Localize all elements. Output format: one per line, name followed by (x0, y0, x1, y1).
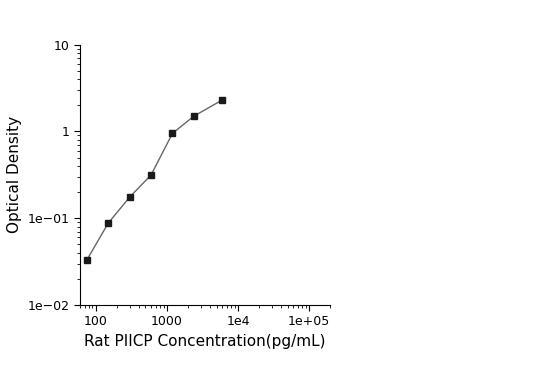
Y-axis label: Optical Density: Optical Density (7, 116, 22, 233)
X-axis label: Rat PIICP Concentration(pg/mL): Rat PIICP Concentration(pg/mL) (84, 334, 326, 349)
